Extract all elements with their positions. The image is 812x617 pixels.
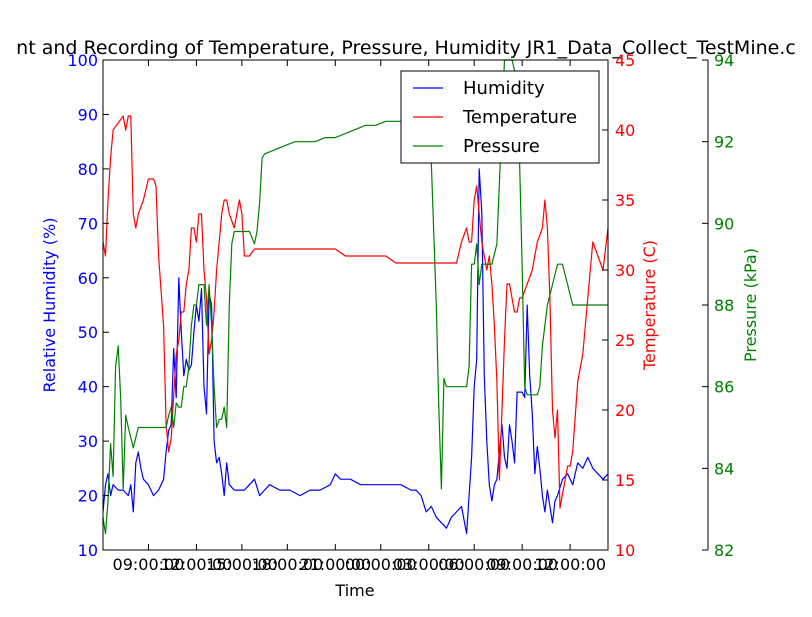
series-line-humidity <box>102 168 609 535</box>
pressure-tick-label: 86 <box>714 378 734 397</box>
temperature-tick-label: 30 <box>615 261 635 280</box>
humidity-axis-label: Relative Humidity (%) <box>40 218 59 393</box>
pressure-tick-label: 92 <box>714 133 734 152</box>
temperature-tick-label: 35 <box>615 191 635 210</box>
temperature-tick-label: 40 <box>615 121 635 140</box>
x-tick-label: 03:00:00 <box>393 555 465 574</box>
series-line-temperature <box>102 115 609 509</box>
pressure-axis-label: Pressure (kPa) <box>741 248 760 362</box>
plot-frame <box>102 59 609 551</box>
pressure-tick-label: 94 <box>714 51 734 70</box>
x-tick-label: 12:00:00 <box>534 555 606 574</box>
temperature-tick-label: 25 <box>615 331 635 350</box>
humidity-tick-label: 100 <box>67 51 98 70</box>
x-tick-label: 21:00:00 <box>299 555 371 574</box>
legend-label-humidity: Humidity <box>463 78 545 99</box>
x-tick-label: 12:00:00 <box>160 555 232 574</box>
humidity-tick-label: 60 <box>78 269 98 288</box>
x-axis-label: Time <box>334 581 374 600</box>
temperature-tick-label: 15 <box>615 471 635 490</box>
axes-layer: 09:00:0012:00:0015:00:0018:00:0021:00:00… <box>40 51 760 574</box>
pressure-tick-label: 82 <box>714 541 734 560</box>
humidity-tick-label: 80 <box>78 160 98 179</box>
pressure-tick-label: 84 <box>714 459 734 478</box>
series-line-pressure <box>102 59 608 535</box>
x-tick-label: 00:00:00 <box>345 555 417 574</box>
temperature-tick-label: 10 <box>615 541 635 560</box>
temperature-axis-label: Temperature (C) <box>640 240 659 371</box>
temperature-tick-label: 45 <box>615 51 635 70</box>
humidity-tick-label: 10 <box>78 541 98 560</box>
x-tick-label: 06:00:00 <box>438 555 510 574</box>
chart-title: nt and Recording of Temperature, Pressur… <box>16 37 796 59</box>
pressure-tick-label: 90 <box>714 214 734 233</box>
legend-label-temperature: Temperature <box>462 107 577 128</box>
x-tick-label: 18:00:00 <box>251 555 323 574</box>
x-tick-label: 15:00:00 <box>206 555 278 574</box>
humidity-tick-label: 50 <box>78 323 98 342</box>
pressure-tick-label: 88 <box>714 296 734 315</box>
humidity-tick-label: 40 <box>78 378 98 397</box>
humidity-tick-label: 30 <box>78 432 98 451</box>
x-tick-label: 09:00:00 <box>113 555 185 574</box>
humidity-tick-label: 70 <box>78 214 98 233</box>
temperature-tick-label: 20 <box>615 401 635 420</box>
legend-label-pressure: Pressure <box>463 136 540 157</box>
plot-layer <box>102 59 609 535</box>
humidity-tick-label: 90 <box>78 105 98 124</box>
legend-items: Humidity Temperature Pressure <box>413 78 577 157</box>
humidity-tick-label: 20 <box>78 487 98 506</box>
legend: Humidity Temperature Pressure <box>400 70 600 164</box>
x-tick-label: 09:00:00 <box>486 555 558 574</box>
